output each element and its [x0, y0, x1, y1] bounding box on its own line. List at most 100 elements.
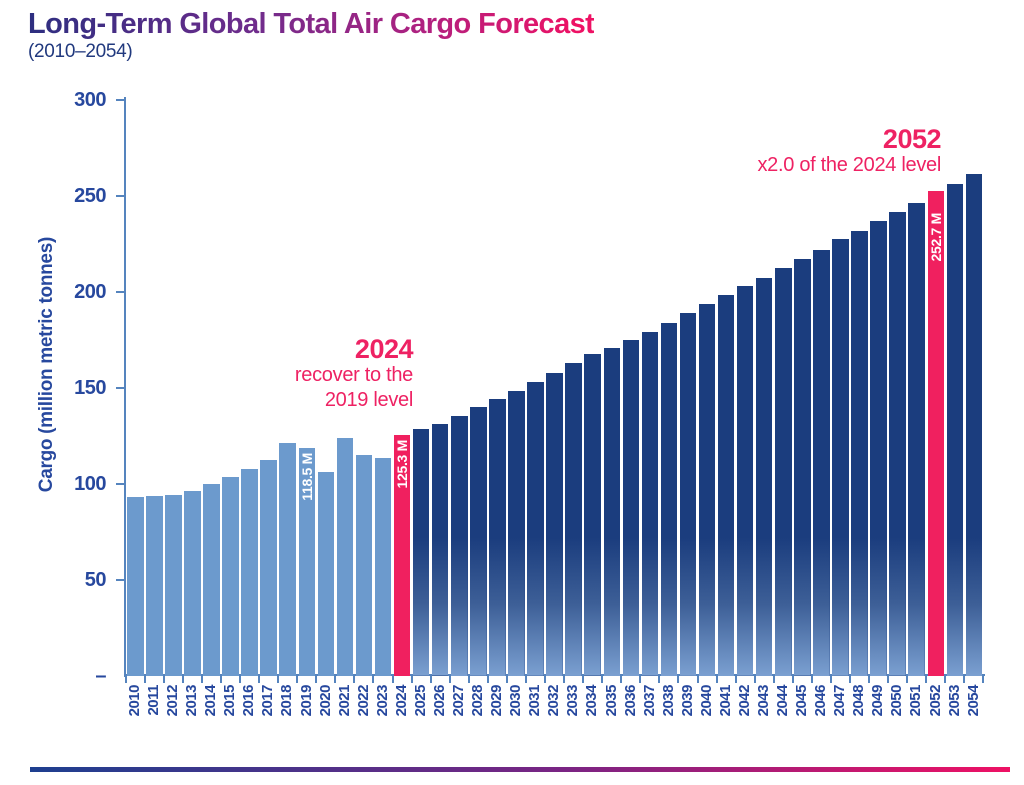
bar-value-label-2024: 125.3 M — [394, 440, 411, 489]
x-tick-label-2040: 2040 — [697, 685, 715, 717]
x-tick-label-2046: 2046 — [812, 685, 830, 717]
x-tick — [239, 676, 242, 683]
x-tick — [486, 676, 489, 683]
x-tick — [582, 676, 585, 683]
x-tick — [906, 676, 909, 683]
x-tick — [715, 676, 718, 683]
bar-2025 — [412, 429, 430, 676]
x-tick-label-2034: 2034 — [583, 685, 601, 717]
y-tick-300 — [116, 99, 125, 101]
bar-2054 — [965, 173, 983, 676]
bar-2048 — [851, 230, 868, 676]
bar-2010 — [127, 497, 144, 676]
x-tick — [868, 676, 871, 683]
y-axis-line — [124, 97, 126, 677]
x-tick-label-2031: 2031 — [526, 685, 544, 717]
x-tick-label-2012: 2012 — [164, 685, 182, 717]
y-tick-label-150: 150 — [74, 377, 106, 399]
x-tick — [563, 676, 566, 683]
annotation-2024-line1: recover to the — [294, 364, 413, 386]
x-tick — [753, 676, 756, 683]
x-tick — [334, 676, 337, 683]
bar-2038 — [660, 322, 678, 676]
x-tick — [658, 676, 661, 683]
x-tick-label-2044: 2044 — [774, 685, 792, 717]
x-tick-label-2026: 2026 — [430, 685, 448, 717]
x-tick-label-2028: 2028 — [469, 685, 487, 717]
bar-2030 — [508, 390, 525, 676]
x-tick — [982, 676, 985, 683]
x-tick — [829, 676, 832, 683]
bar-2033 — [565, 363, 582, 676]
x-tick-label-2027: 2027 — [450, 685, 468, 717]
bar-2050 — [889, 212, 906, 676]
y-tick-label-50: 50 — [84, 569, 107, 591]
x-tick-label-2050: 2050 — [888, 685, 906, 717]
x-tick — [772, 676, 775, 683]
bar-value-label-2019: 118.5 M — [298, 453, 315, 502]
x-tick — [639, 676, 642, 683]
x-tick — [124, 676, 127, 683]
bar-2014 — [203, 484, 220, 676]
bar-2013 — [184, 490, 201, 676]
x-tick-label-2024: 2024 — [392, 685, 410, 717]
x-tick-label-2036: 2036 — [621, 685, 639, 717]
x-tick-label-2018: 2018 — [278, 685, 296, 717]
x-tick — [372, 676, 375, 683]
x-tick — [429, 676, 432, 683]
bar-2037 — [641, 332, 659, 676]
x-tick-label-2053: 2053 — [945, 685, 963, 717]
x-tick — [696, 676, 699, 683]
x-tick-label-2033: 2033 — [564, 685, 582, 717]
y-tick-label-0: – — [95, 665, 106, 687]
x-tick-label-2029: 2029 — [488, 685, 506, 717]
x-tick-label-2013: 2013 — [183, 685, 201, 717]
bar-2016 — [241, 468, 258, 676]
x-tick — [505, 676, 508, 683]
y-tick-label-200: 200 — [74, 281, 106, 303]
x-tick-label-2037: 2037 — [640, 685, 658, 717]
bar-2023 — [374, 458, 392, 676]
bar-2044 — [775, 268, 792, 676]
bar-2022 — [355, 455, 373, 676]
x-tick — [887, 676, 890, 683]
x-tick-label-2041: 2041 — [716, 685, 734, 717]
bar-2026 — [431, 424, 449, 676]
x-tick — [258, 676, 261, 683]
x-tick-label-2023: 2023 — [373, 685, 391, 717]
x-tick — [200, 676, 203, 683]
bar-2053 — [946, 183, 964, 676]
x-tick-label-2025: 2025 — [411, 685, 429, 717]
bar-2032 — [546, 372, 563, 676]
x-tick — [296, 676, 299, 683]
bar-2020 — [317, 471, 335, 676]
x-tick-label-2045: 2045 — [793, 685, 811, 717]
y-axis-title: Cargo (million metric tonnes) — [36, 237, 57, 493]
bar-2021 — [336, 437, 354, 676]
annotation-2024-year: 2024 — [354, 334, 414, 364]
bar-2018 — [279, 442, 296, 676]
x-tick-label-2011: 2011 — [145, 685, 163, 716]
x-tick — [601, 676, 604, 683]
x-tick — [448, 676, 451, 683]
x-tick-label-2017: 2017 — [259, 685, 277, 717]
x-tick-label-2021: 2021 — [335, 685, 353, 717]
x-tick-label-2038: 2038 — [659, 685, 677, 717]
x-tick-label-2014: 2014 — [202, 685, 220, 717]
y-tick-label-300: 300 — [74, 89, 106, 111]
x-tick — [620, 676, 623, 683]
y-tick-100 — [116, 483, 125, 485]
bar-2046 — [813, 249, 830, 676]
bar-2043 — [755, 277, 773, 676]
bar-2040 — [698, 303, 716, 676]
bar-2031 — [527, 382, 544, 676]
x-tick-label-2032: 2032 — [545, 685, 563, 717]
annotation-2052-line1: x2.0 of the 2024 level — [757, 154, 941, 176]
x-tick-label-2052: 2052 — [926, 685, 944, 717]
bar-2012 — [165, 494, 182, 676]
bar-2029 — [489, 398, 506, 676]
x-tick-label-2047: 2047 — [831, 685, 849, 717]
x-tick — [734, 676, 737, 683]
bottom-gradient-stripe — [30, 767, 1010, 772]
